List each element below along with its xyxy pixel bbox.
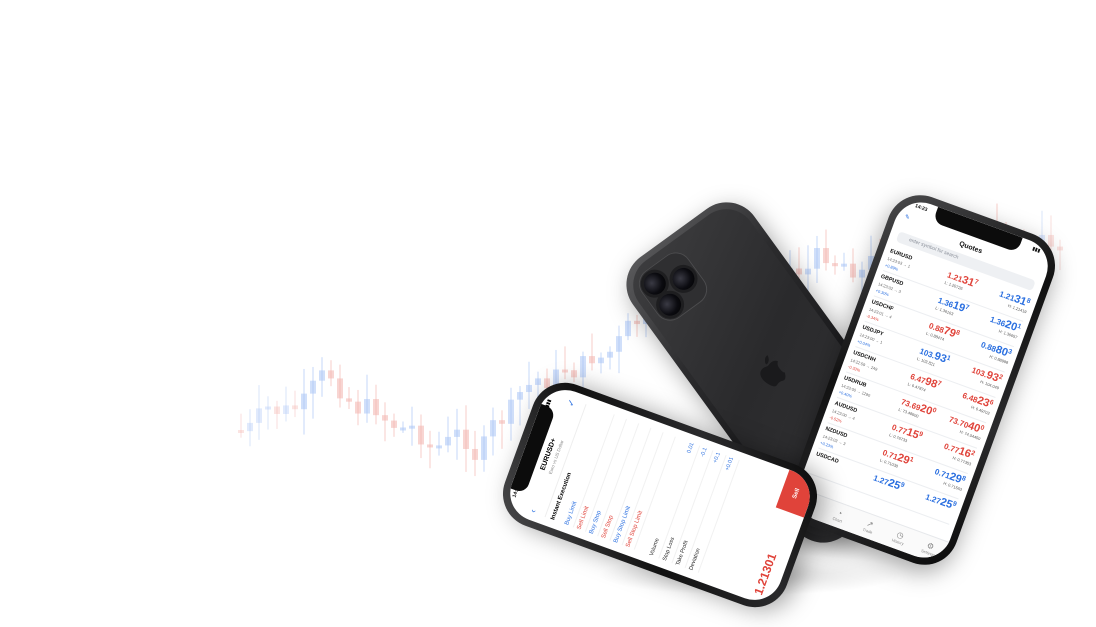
- candle-body: [337, 378, 343, 399]
- candle-body: [805, 268, 811, 275]
- candle-body: [310, 380, 316, 394]
- candle-body: [409, 425, 415, 429]
- candle-body: [238, 430, 244, 433]
- candle-body: [607, 351, 613, 358]
- candle-body: [382, 415, 388, 421]
- candle-body: [535, 378, 541, 385]
- candle-body: [589, 356, 595, 364]
- candle-body: [508, 399, 514, 424]
- candle-body: [328, 370, 334, 379]
- candle-body: [571, 370, 577, 378]
- camera-lens-icon: [668, 263, 699, 295]
- battery-icon: ▮▮▮: [1031, 245, 1042, 255]
- candle-body: [544, 378, 550, 389]
- candle-body: [481, 436, 487, 460]
- candle-body: [391, 420, 397, 428]
- candle-body: [517, 392, 523, 400]
- phone-back-view: [612, 188, 938, 557]
- candle-body: [859, 269, 865, 278]
- candle-body: [616, 336, 622, 352]
- candle-body: [814, 248, 820, 269]
- candle-body: [319, 370, 325, 381]
- candle-body: [283, 405, 289, 414]
- tab-label: Settings: [920, 548, 936, 558]
- candle-body: [1057, 246, 1063, 251]
- candle-body: [364, 399, 370, 414]
- candle-body: [427, 444, 433, 448]
- candle-body: [274, 406, 280, 414]
- candle-body: [823, 248, 829, 264]
- candle-body: [841, 263, 847, 267]
- tab-label: Chart: [831, 515, 843, 524]
- candle-body: [418, 425, 424, 445]
- candle-body: [265, 406, 271, 410]
- candle-body: [373, 399, 379, 416]
- candle-body: [301, 393, 307, 410]
- candle-body: [292, 405, 298, 410]
- candle-body: [247, 422, 253, 432]
- candle-body: [472, 448, 478, 460]
- candle-body: [796, 268, 802, 275]
- candle-body: [463, 429, 469, 449]
- candle-body: [355, 401, 361, 414]
- candle-body: [553, 369, 559, 389]
- candle-body: [400, 427, 406, 431]
- candle-body: [454, 429, 460, 437]
- candle-body: [562, 369, 568, 373]
- candle-body: [580, 356, 586, 378]
- candle-body: [832, 263, 838, 267]
- candle-body: [598, 357, 604, 364]
- status-time: 14:23: [914, 203, 929, 214]
- candle-body: [625, 320, 631, 337]
- camera-lens-icon: [654, 289, 686, 321]
- apple-logo-icon: [760, 355, 786, 387]
- candle-body: [256, 408, 262, 423]
- candle-body: [436, 445, 442, 449]
- candle-body: [490, 420, 496, 437]
- candle-body: [499, 420, 505, 424]
- candle-body: [445, 436, 451, 446]
- candle-body: [346, 398, 352, 402]
- candle-body: [634, 320, 640, 325]
- candle-body: [1048, 234, 1054, 247]
- parameter-value[interactable]: +0.01: [724, 456, 736, 472]
- candle-body: [526, 384, 532, 393]
- candle-body: [850, 263, 856, 278]
